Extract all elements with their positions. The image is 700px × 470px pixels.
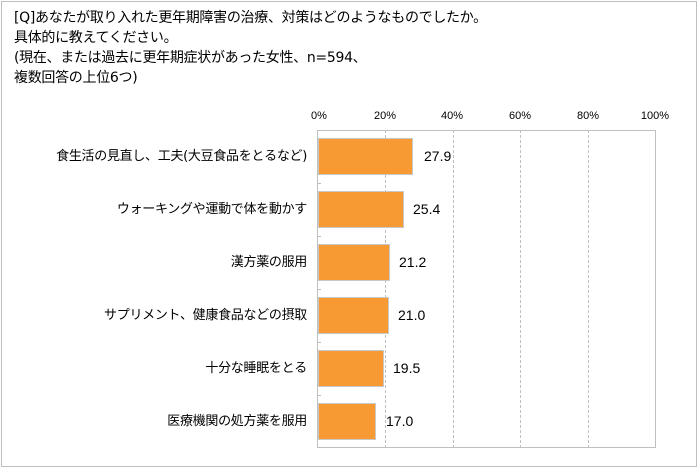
bar-6 — [318, 403, 376, 440]
value-label: 19.5 — [393, 360, 421, 376]
chart-title: [Q]あなたが取り入れた更年期障害の治療、対策はどのようなものでしたか。 具体的… — [14, 8, 487, 88]
bar-1 — [318, 138, 413, 175]
category-label: 十分な睡眠をとる — [205, 361, 307, 376]
plot-area — [317, 130, 656, 448]
category-label: ウォーキングや運動で体を動かす — [116, 202, 307, 217]
title-line-2: 具体的に教えてください。 — [14, 30, 178, 46]
gridline-20 — [385, 130, 386, 448]
x-tick-40: 40% — [440, 110, 464, 122]
title-line-4: 複数回答の上位6つ) — [14, 70, 138, 86]
y-tick — [317, 236, 321, 237]
y-tick — [317, 395, 321, 396]
value-label: 21.2 — [399, 254, 427, 270]
bar-5 — [318, 350, 384, 387]
y-tick — [317, 183, 321, 184]
x-tick-0: 0% — [311, 110, 327, 122]
x-tick-80: 80% — [576, 110, 600, 122]
bar-2 — [318, 191, 404, 228]
value-label: 17.0 — [386, 413, 414, 429]
title-line-3: (現在、または過去に更年期症状があった女性、n=594、 — [14, 50, 367, 66]
x-tick-20: 20% — [373, 110, 397, 122]
gridline-80 — [588, 130, 589, 448]
y-tick — [317, 289, 321, 290]
category-label: 医療機関の処方薬を服用 — [167, 414, 307, 429]
x-tick-100: 100% — [640, 110, 670, 122]
category-label: 漢方薬の服用 — [230, 255, 308, 270]
x-tick-60: 60% — [508, 110, 532, 122]
bar-4 — [318, 297, 389, 334]
value-label: 21.0 — [398, 307, 426, 323]
value-label: 27.9 — [424, 148, 452, 164]
y-tick — [317, 342, 321, 343]
category-label: 食生活の見直し、工夫(大豆食品をとるなど) — [56, 149, 307, 164]
gridline-60 — [520, 130, 521, 448]
title-line-1: [Q]あなたが取り入れた更年期障害の治療、対策はどのようなものでしたか。 — [14, 10, 487, 26]
value-label: 25.4 — [413, 201, 441, 217]
gridline-40 — [453, 130, 454, 448]
category-label: サプリメント、健康食品などの摂取 — [104, 308, 307, 323]
bar-3 — [318, 244, 390, 281]
